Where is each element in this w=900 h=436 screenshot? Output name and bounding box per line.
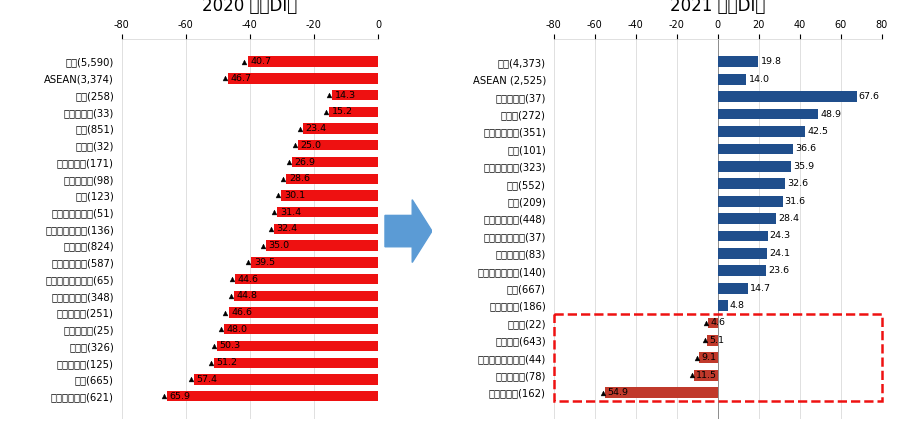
Text: 23.6: 23.6 [769, 266, 789, 275]
Text: 14.7: 14.7 [750, 284, 771, 293]
Text: 40.7: 40.7 [250, 57, 271, 66]
Bar [718, 248, 767, 259]
Text: 57.4: 57.4 [196, 375, 218, 384]
Bar [332, 90, 378, 100]
Polygon shape [385, 200, 432, 262]
Text: 28.6: 28.6 [289, 174, 310, 183]
Text: 4.8: 4.8 [730, 301, 744, 310]
Bar [229, 307, 378, 318]
Text: 51.2: 51.2 [216, 358, 238, 367]
Bar [718, 178, 785, 189]
Bar [708, 317, 718, 328]
Bar [699, 352, 718, 363]
Text: 5.1: 5.1 [709, 336, 725, 345]
Bar [214, 358, 378, 368]
Bar [718, 213, 776, 224]
Bar [605, 387, 718, 398]
Bar [224, 324, 378, 334]
Bar [718, 91, 857, 102]
Bar [718, 109, 818, 119]
Text: 4.6: 4.6 [710, 318, 725, 327]
Text: 30.1: 30.1 [284, 191, 305, 200]
Bar [298, 140, 378, 150]
Text: 9.1: 9.1 [701, 353, 716, 362]
Text: 44.8: 44.8 [237, 291, 258, 300]
Bar [282, 190, 378, 201]
Text: 28.4: 28.4 [778, 214, 799, 223]
Bar [707, 335, 718, 346]
Text: 23.4: 23.4 [305, 124, 327, 133]
Text: 31.6: 31.6 [785, 197, 806, 206]
Text: 11.5: 11.5 [697, 371, 717, 380]
Bar [292, 157, 378, 167]
Text: 19.8: 19.8 [760, 58, 781, 66]
Text: 26.9: 26.9 [294, 157, 315, 167]
Text: 14.0: 14.0 [749, 75, 770, 84]
Text: 14.3: 14.3 [335, 91, 356, 99]
Bar [235, 274, 378, 284]
Text: 31.4: 31.4 [280, 208, 301, 217]
Bar [248, 57, 378, 67]
Text: 15.2: 15.2 [332, 107, 353, 116]
Bar [718, 143, 793, 154]
Bar [217, 341, 378, 351]
Bar [718, 161, 791, 172]
Bar [234, 291, 378, 301]
Text: 46.7: 46.7 [230, 74, 252, 83]
Bar [718, 126, 805, 137]
Text: 42.5: 42.5 [807, 127, 828, 136]
Text: 67.6: 67.6 [859, 92, 879, 101]
Bar [718, 231, 768, 242]
Text: 35.9: 35.9 [794, 162, 814, 171]
Text: 48.9: 48.9 [820, 109, 842, 119]
Bar [166, 391, 378, 401]
Bar [718, 300, 727, 311]
Text: 50.3: 50.3 [220, 341, 240, 351]
Bar [694, 370, 718, 381]
Text: 24.3: 24.3 [770, 232, 791, 240]
Bar [286, 174, 378, 184]
Text: 44.6: 44.6 [238, 275, 258, 283]
Text: 39.5: 39.5 [254, 258, 275, 267]
Bar [274, 224, 378, 234]
Bar [329, 107, 378, 117]
Bar [277, 207, 378, 218]
Bar [718, 74, 746, 85]
Bar [718, 266, 766, 276]
Text: 32.6: 32.6 [787, 179, 808, 188]
Text: 65.9: 65.9 [169, 392, 190, 401]
Bar [229, 73, 378, 84]
Text: 54.9: 54.9 [608, 388, 628, 397]
Bar [718, 283, 748, 293]
Bar [251, 257, 378, 268]
Title: 2021 年のDI値: 2021 年のDI値 [670, 0, 765, 15]
Bar [554, 314, 882, 401]
Text: 35.0: 35.0 [268, 241, 290, 250]
Text: 46.6: 46.6 [231, 308, 252, 317]
Bar [718, 57, 759, 67]
Bar [718, 196, 783, 207]
Text: 36.6: 36.6 [795, 144, 816, 153]
Title: 2020 年のDI値: 2020 年のDI値 [202, 0, 297, 15]
Text: 48.0: 48.0 [227, 325, 248, 334]
Text: 24.1: 24.1 [770, 249, 790, 258]
Bar [303, 123, 378, 134]
Text: 32.4: 32.4 [276, 225, 298, 233]
Bar [194, 374, 378, 385]
Text: 25.0: 25.0 [301, 141, 321, 150]
Bar [266, 240, 378, 251]
